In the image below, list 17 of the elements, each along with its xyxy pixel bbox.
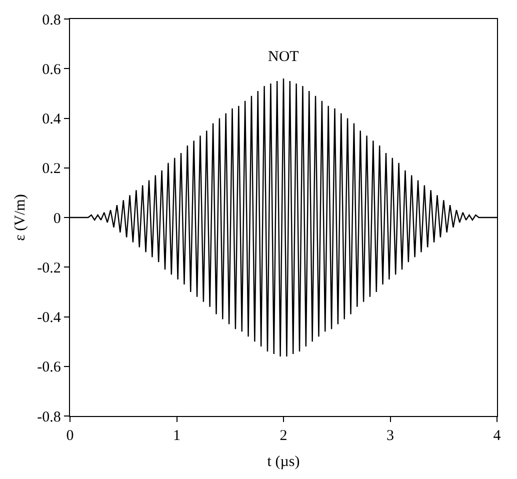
x-tick-label: 0 [66, 428, 74, 444]
y-tick-label: -0.4 [37, 310, 62, 326]
x-tick-label: 1 [173, 428, 180, 444]
x-axis-title: t (µs) [267, 454, 300, 470]
y-tick-label: 0.8 [42, 12, 61, 28]
y-tick-label: 0 [53, 210, 61, 227]
y-tick-label: 0.2 [42, 161, 61, 178]
x-tick-label: 2 [280, 428, 288, 444]
y-axis-title: ε (V/m) [12, 194, 28, 241]
x-tick-label: 3 [386, 428, 394, 444]
y-tick-label: -0.2 [37, 260, 61, 276]
y-tick-label: -0.6 [37, 360, 62, 376]
y-tick-label: 0.4 [42, 112, 62, 128]
annotation: NOT [268, 49, 299, 65]
y-tick-label: 0.6 [42, 62, 62, 78]
x-tick-label: 4 [493, 428, 502, 444]
y-tick-label: -0.8 [37, 409, 61, 426]
